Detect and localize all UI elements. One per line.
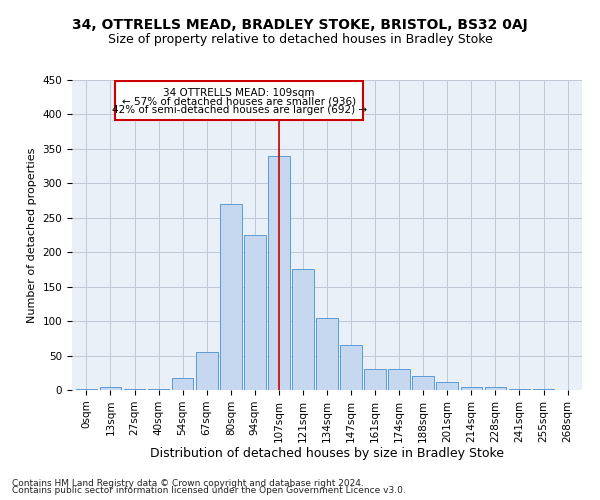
FancyBboxPatch shape	[115, 82, 363, 120]
Bar	[196, 352, 218, 390]
Bar	[461, 386, 482, 390]
Text: 34, OTTRELLS MEAD, BRADLEY STOKE, BRISTOL, BS32 0AJ: 34, OTTRELLS MEAD, BRADLEY STOKE, BRISTO…	[72, 18, 528, 32]
Bar	[412, 376, 434, 390]
Bar	[485, 386, 506, 390]
Bar	[124, 388, 145, 390]
Text: 34 OTTRELLS MEAD: 109sqm: 34 OTTRELLS MEAD: 109sqm	[163, 88, 315, 98]
Bar	[148, 388, 169, 390]
Bar	[533, 388, 554, 390]
Y-axis label: Number of detached properties: Number of detached properties	[27, 148, 37, 322]
Bar	[244, 235, 266, 390]
Bar	[220, 204, 242, 390]
Bar	[76, 388, 97, 390]
Text: 42% of semi-detached houses are larger (692) →: 42% of semi-detached houses are larger (…	[112, 106, 367, 116]
Bar	[292, 270, 314, 390]
X-axis label: Distribution of detached houses by size in Bradley Stoke: Distribution of detached houses by size …	[150, 448, 504, 460]
Bar	[388, 370, 410, 390]
Bar	[100, 386, 121, 390]
Bar	[268, 156, 290, 390]
Bar	[316, 318, 338, 390]
Bar	[364, 370, 386, 390]
Text: Contains HM Land Registry data © Crown copyright and database right 2024.: Contains HM Land Registry data © Crown c…	[12, 478, 364, 488]
Bar	[509, 388, 530, 390]
Text: ← 57% of detached houses are smaller (936): ← 57% of detached houses are smaller (93…	[122, 96, 356, 106]
Text: Size of property relative to detached houses in Bradley Stoke: Size of property relative to detached ho…	[107, 32, 493, 46]
Text: Contains public sector information licensed under the Open Government Licence v3: Contains public sector information licen…	[12, 486, 406, 495]
Bar	[172, 378, 193, 390]
Bar	[340, 345, 362, 390]
Bar	[436, 382, 458, 390]
